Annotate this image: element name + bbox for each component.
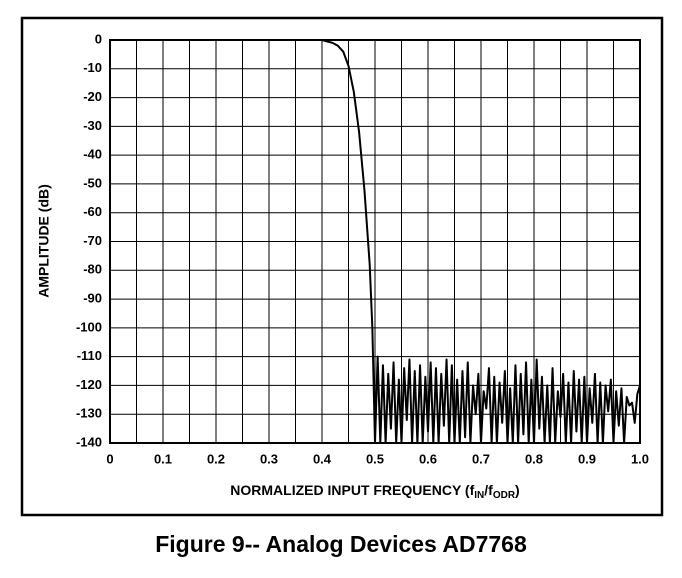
x-tick-label: 0.3	[260, 451, 278, 466]
x-label-subscript: IN	[474, 490, 484, 501]
x-tick-label: 0.2	[207, 451, 225, 466]
x-axis-label: NORMALIZED INPUT FREQUENCY (fIN/fODR)	[230, 482, 519, 501]
response-line	[110, 39, 641, 444]
y-tick-label: -70	[83, 233, 102, 248]
x-tick-label: 1.0	[631, 451, 649, 466]
y-tick-label: -40	[83, 147, 102, 162]
y-tick-label: -80	[83, 262, 102, 277]
y-tick-label: -140	[76, 434, 102, 449]
y-tick-label: -10	[83, 60, 102, 75]
x-label-part: NORMALIZED INPUT FREQUENCY (f	[230, 482, 474, 498]
y-tick-label: -60	[83, 204, 102, 219]
y-tick-label: -130	[76, 406, 102, 421]
y-axis-label: AMPLITUDE (dB)	[36, 184, 52, 298]
x-label-subscript: ODR	[493, 490, 516, 501]
caption: Figure 9-- Analog Devices AD7768	[155, 531, 527, 557]
y-tick-label: -50	[83, 175, 102, 190]
x-tick-label: 0	[106, 451, 113, 466]
x-tick-label: 0.9	[578, 451, 596, 466]
x-tick-label: 0.6	[419, 451, 437, 466]
y-tick-label: -30	[83, 118, 102, 133]
x-label-part: /f	[484, 482, 493, 498]
x-label-part: )	[515, 482, 520, 498]
y-tick-label: -20	[83, 89, 102, 104]
y-tick-label: 0	[95, 31, 102, 46]
x-tick-label: 0.4	[313, 451, 332, 466]
x-tick-label: 0.1	[154, 451, 172, 466]
x-tick-label: 0.5	[366, 451, 384, 466]
x-tick-label: 0.7	[472, 451, 490, 466]
y-tick-label: -90	[83, 291, 102, 306]
frame	[20, 16, 664, 517]
y-tick-label: -100	[76, 319, 102, 334]
x-tick-label: 0.8	[525, 451, 543, 466]
y-tick-label: -110	[77, 348, 102, 363]
y-tick-label: -120	[76, 377, 102, 392]
